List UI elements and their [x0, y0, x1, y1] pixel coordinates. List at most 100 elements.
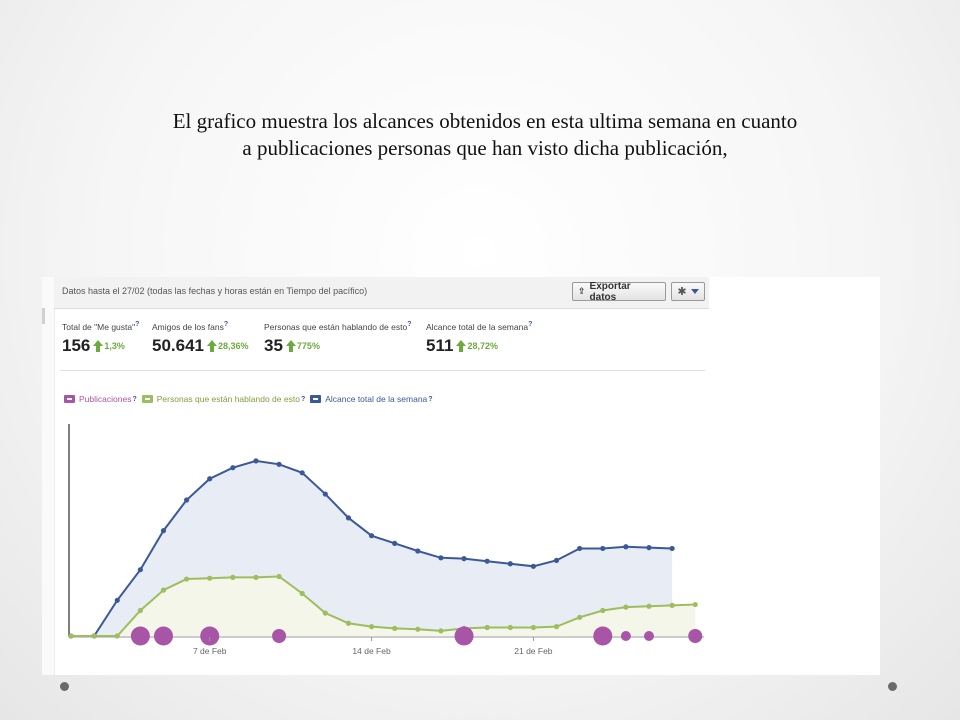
legend-swatch-hablando	[141, 395, 153, 403]
reach-point	[646, 545, 652, 551]
slide-nav-dot-left[interactable]	[60, 682, 69, 691]
slide-title-line-1: El grafico muestra los alcances obtenido…	[172, 109, 798, 133]
metric-friends-of-fans: Amigos de los fans? 50.641 28,36%	[152, 321, 249, 356]
x-tick-label: 7 de Feb	[193, 646, 227, 656]
talking-point	[646, 603, 652, 609]
reach-point	[530, 563, 536, 569]
publication-bubble	[272, 629, 287, 643]
slide-title: El grafico muestra los alcances obtenido…	[60, 108, 910, 162]
publication-bubble	[200, 626, 220, 646]
up-arrow-icon	[93, 339, 104, 352]
metric-change: 1,3%	[104, 340, 125, 351]
chevron-down-icon	[690, 289, 699, 294]
help-icon[interactable]: ?	[407, 321, 412, 328]
talking-point	[114, 633, 120, 639]
export-data-label: Exportar datos	[589, 280, 631, 303]
legend-swatch-alcance	[310, 395, 322, 403]
metric-total-likes: Total de "Me gusta"? 156 1,3%	[62, 321, 139, 356]
talking-point	[184, 576, 190, 582]
up-arrow-icon	[456, 339, 467, 352]
talking-point	[484, 624, 490, 631]
talking-point	[438, 628, 444, 634]
x-tick-label: 14 de Feb	[352, 646, 391, 656]
metric-change: 28,36%	[218, 340, 249, 351]
reach-point	[438, 555, 444, 561]
reach-point	[230, 465, 236, 471]
publication-bubble	[688, 629, 703, 643]
help-icon[interactable]: ?	[528, 321, 533, 328]
reach-point	[553, 557, 560, 563]
metric-talking-about: Personas que están hablando de esto? 35 …	[264, 321, 411, 356]
talking-point	[137, 607, 143, 614]
talking-point	[368, 624, 375, 630]
slide-nav-dot-right[interactable]	[888, 682, 897, 691]
publication-bubble	[153, 626, 173, 646]
insights-toolbar: Datos hasta el 27/02 (todas las fechas y…	[54, 277, 709, 309]
reach-point	[368, 533, 375, 539]
x-tick-label: 21 de Feb	[514, 646, 553, 656]
legend-toggle-alcance[interactable]: Alcance total de la semana?	[310, 394, 433, 404]
talking-point	[530, 624, 536, 631]
legend-swatch-publicaciones	[64, 395, 75, 403]
help-icon[interactable]: ?	[428, 395, 433, 403]
metric-label: Total de "Me gusta"	[62, 321, 136, 332]
metric-label: Personas que están hablando de esto	[264, 321, 408, 332]
metric-value: 511	[426, 335, 454, 355]
talking-point	[207, 575, 213, 581]
metric-label: Amigos de los fans	[152, 321, 224, 332]
talking-point	[322, 610, 328, 616]
up-arrow-icon	[285, 339, 296, 352]
reach-point	[299, 470, 305, 476]
help-icon[interactable]: ?	[223, 321, 229, 328]
reach-point	[461, 556, 467, 562]
left-strip	[42, 277, 55, 675]
talking-point	[253, 574, 259, 580]
metric-label: Alcance total de la semana	[426, 321, 529, 332]
reach-point	[276, 461, 282, 467]
data-until-text: Datos hasta el 27/02 (todas las fechas y…	[62, 286, 368, 296]
talking-point	[692, 601, 698, 608]
metric-value: 35	[264, 335, 283, 355]
legend-label-alcance: Alcance total de la semana	[325, 394, 428, 404]
help-icon[interactable]: ?	[300, 395, 306, 403]
reach-point	[160, 528, 167, 534]
talking-point	[276, 573, 282, 580]
talking-point	[600, 607, 606, 614]
chart-legend: Publicaciones? Personas que están hablan…	[64, 394, 438, 404]
legend-toggle-hablando[interactable]: Personas que están hablando de esto?	[141, 394, 306, 404]
reach-point	[207, 476, 213, 482]
reach-point	[484, 558, 490, 564]
publication-bubble	[593, 626, 613, 646]
reach-point	[322, 491, 328, 497]
gear-icon: ✱	[677, 286, 687, 298]
talking-line	[71, 575, 696, 637]
reach-point	[184, 497, 190, 503]
reach-point	[577, 545, 583, 552]
reach-point	[415, 548, 421, 554]
upload-icon: ⇪	[578, 286, 586, 296]
reach-point	[392, 540, 398, 546]
metric-value: 50.641	[152, 335, 204, 355]
reach-point	[137, 567, 143, 573]
reach-point	[345, 515, 352, 521]
talking-point	[669, 602, 675, 608]
export-data-button[interactable]: ⇪ Exportar datos	[572, 280, 666, 303]
talking-point	[230, 574, 236, 580]
publication-bubble	[644, 631, 654, 641]
metric-weekly-reach: Alcance total de la semana? 511 28,72%	[426, 321, 532, 356]
insights-panel: Datos hasta el 27/02 (todas las fechas y…	[42, 277, 880, 675]
legend-toggle-publicaciones[interactable]: Publicaciones?	[64, 394, 137, 404]
publication-bubble	[454, 626, 474, 646]
talking-point	[623, 604, 629, 610]
reach-point	[253, 458, 259, 464]
talking-point	[415, 626, 421, 632]
slide-title-line-2: a publicaciones personas que han visto d…	[242, 136, 728, 160]
publication-bubble	[620, 631, 631, 641]
settings-dropdown-button[interactable]: ✱	[671, 282, 705, 301]
help-icon[interactable]: ?	[135, 321, 140, 328]
talking-point	[68, 633, 74, 639]
metric-change: 775%	[296, 340, 320, 351]
talking-point	[299, 590, 305, 597]
talking-point	[160, 587, 167, 593]
help-icon[interactable]: ?	[132, 395, 137, 403]
